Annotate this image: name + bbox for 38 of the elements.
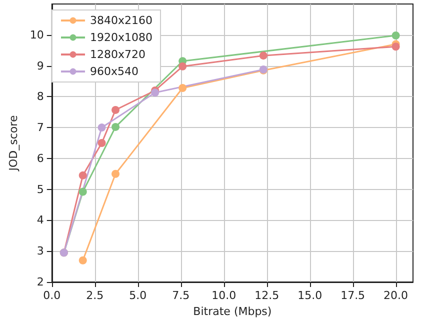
x-tick-label: 2.5 (86, 289, 104, 302)
point (98, 139, 106, 147)
x-tick-label: 12.5 (254, 289, 280, 302)
legend-label: 3840x2160 (90, 14, 152, 27)
point (259, 52, 268, 60)
y-tick-label: 8 (36, 90, 44, 104)
y-tick-label: 3 (36, 244, 44, 258)
point (78, 188, 87, 196)
point (112, 122, 120, 131)
y-tick-label: 5 (36, 182, 44, 196)
y-tick-label: 6 (36, 152, 44, 165)
y-tick-label: 2 (36, 276, 44, 288)
x-tick-label: 5.0 (129, 289, 147, 302)
point (392, 32, 400, 40)
x-tick-label: 15.0 (298, 289, 322, 302)
x-tick-label: 7.5 (172, 289, 190, 302)
point (178, 84, 187, 92)
legend-label: 960x540 (90, 65, 139, 78)
y-tick-label: 9 (36, 59, 44, 72)
point (112, 106, 120, 114)
point (112, 170, 120, 178)
point (78, 171, 87, 180)
x-tick-label: 20.0 (384, 289, 408, 302)
point (392, 42, 400, 51)
point (151, 88, 160, 97)
point (98, 124, 106, 132)
y-tick-label: 7 (36, 121, 44, 134)
x-tick-label: 10.0 (212, 289, 236, 302)
y-axis-title: JOD_score (7, 115, 20, 172)
y-tick-label: 10 (30, 28, 44, 42)
y-tick-label: 4 (36, 214, 44, 227)
legend-label: 1280x720 (90, 48, 146, 61)
legend-label: 1920x1080 (90, 31, 152, 44)
point (178, 62, 187, 70)
x-tick-label: 17.5 (340, 289, 366, 302)
x-axis-title: Bitrate (Mbps) (193, 305, 272, 318)
point (78, 256, 87, 264)
x-tick-label: 0.0 (43, 289, 61, 302)
